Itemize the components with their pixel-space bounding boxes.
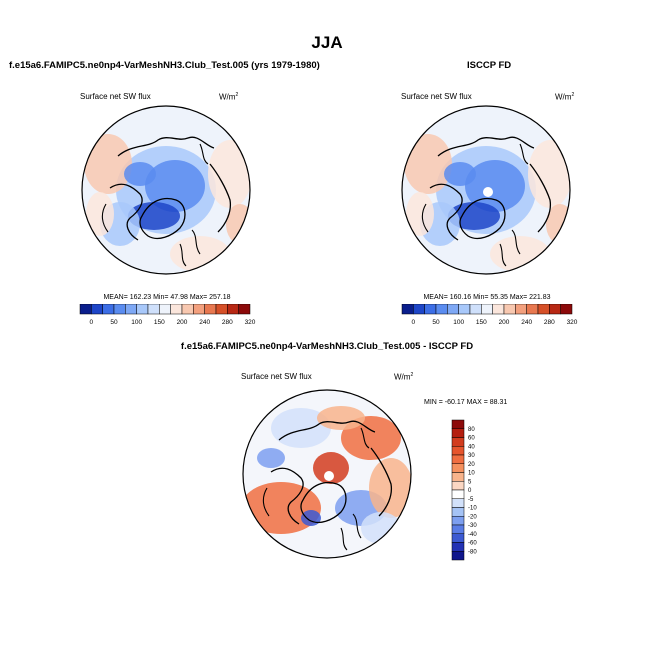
obs-colorbar-swatch [424,304,437,315]
diff-colorbar-swatch [451,498,465,508]
obs-colorbar-swatch [458,304,471,315]
diff-colorbar-swatch [451,463,465,473]
model-colorbar-swatch [102,304,115,315]
obs-colorbar-tick-label: 280 [544,319,555,326]
model-panel-title: f.e15a6.FAMIPC5.ne0np4-VarMeshNH3.Club_T… [9,60,320,71]
diff-colorbar-swatch [451,472,465,482]
diff-colorbar-swatch [451,489,465,499]
obs-stats: MEAN= 160.16 Min= 55.35 Max= 221.83 [423,294,551,301]
diff-colorbar-tick-label: 30 [468,453,475,459]
obs-colorbar-swatch [549,304,561,315]
obs-colorbar-tick-label: 200 [499,319,510,326]
obs-colorbar-tick-label: 150 [476,319,487,326]
diff-colorbar-tick-label: -20 [468,514,477,520]
obs-colorbar-tick-label: 100 [453,319,464,326]
diff-colorbar-tick-label: -5 [468,497,474,503]
diff-colorbar-tick-label: -10 [468,506,477,512]
diff-colorbar-swatch [451,481,465,491]
diff-colorbar-tick-label: -30 [468,523,477,529]
obs-colorbar-swatch [413,304,425,315]
model-colorbar-swatch [91,304,103,315]
obs-colorbar: 0 50 100 150 200 240 280 320 [401,304,578,326]
obs-colorbar-tick-label: 240 [521,319,532,326]
model-colorbar-swatch [125,304,137,315]
diff-colorbar-swatch [451,454,465,464]
model-colorbar-swatch [193,304,205,315]
diff-polar-map [242,389,412,559]
diff-colorbar-tick-label: 80 [468,427,475,433]
obs-colorbar-swatch [447,304,459,315]
model-colorbar-swatch [215,304,228,315]
model-colorbar-swatch [79,304,92,315]
model-colorbar-swatch [227,304,239,315]
diff-variable-label: Surface net SW flux [241,372,312,381]
model-units: W/m2 [219,92,239,102]
model-colorbar-swatch [204,304,217,315]
model-colorbar-swatch [147,304,160,315]
obs-colorbar-swatch [469,304,482,315]
diff-panel-title: f.e15a6.FAMIPC5.ne0np4-VarMeshNH3.Club_T… [180,341,474,352]
model-stats: MEAN= 162.23 Min= 47.98 Max= 257.18 [103,294,231,301]
diff-colorbar-tick-label: 0 [468,488,472,494]
model-colorbar-tick-label: 100 [131,319,142,326]
obs-colorbar-swatch [492,304,505,315]
diff-colorbar-swatch [451,516,465,526]
diff-colorbar-tick-label: -60 [468,541,477,547]
model-colorbar-tick-label: 280 [222,319,233,326]
obs-colorbar-tick-label: 320 [567,319,578,326]
model-colorbar-tick-label: 320 [245,319,256,326]
diff-colorbar-swatch [451,551,465,561]
diff-colorbar-tick-label: 20 [468,462,475,468]
diff-colorbar: 80 60 40 30 20 10 5 0 -5 -10 -20 -30 -40 -60 -80 [451,419,477,561]
model-colorbar-swatch [136,304,149,315]
diff-units: W/m2 [394,372,414,382]
model-colorbar-tick-label: 240 [199,319,210,326]
diff-colorbar-swatch [451,437,465,447]
diff-colorbar-swatch [451,533,465,543]
diff-colorbar-swatch [451,524,465,534]
model-polar-map [81,105,251,275]
diff-colorbar-swatch [451,419,465,429]
model-colorbar-tick-label: 200 [177,319,188,326]
obs-colorbar-swatch [503,304,516,315]
obs-colorbar-swatch [526,304,539,315]
model-colorbar-swatch [170,304,183,315]
obs-units: W/m2 [555,92,575,102]
diff-colorbar-tick-label: -40 [468,532,477,538]
obs-variable-label: Surface net SW flux [401,92,472,101]
obs-panel-title: ISCCP FD [467,60,512,71]
diff-stats: MIN = -60.17 MAX = 88.31 [424,399,508,406]
diff-colorbar-swatch [451,428,465,438]
model-colorbar: 0 50 100 150 200 240 280 320 [79,304,256,326]
obs-colorbar-swatch [481,304,493,315]
obs-colorbar-swatch [515,304,527,315]
diff-colorbar-tick-label: 60 [468,436,475,442]
diff-colorbar-swatch [451,542,465,552]
model-colorbar-tick-label: 150 [154,319,165,326]
model-colorbar-tick-label: 50 [110,319,118,326]
obs-colorbar-swatch [537,304,550,315]
diff-colorbar-tick-label: 5 [468,479,472,485]
model-colorbar-swatch [159,304,171,315]
diff-colorbar-swatch [451,507,465,517]
model-variable-label: Surface net SW flux [80,92,151,101]
obs-colorbar-swatch [560,304,573,315]
diff-colorbar-swatch [451,446,465,456]
obs-polar-map [401,105,571,275]
obs-colorbar-swatch [435,304,448,315]
model-colorbar-swatch [113,304,126,315]
model-colorbar-swatch [181,304,194,315]
obs-colorbar-tick-label: 50 [432,319,440,326]
obs-colorbar-swatch [401,304,414,315]
diff-colorbar-tick-label: 40 [468,444,475,450]
model-colorbar-swatch [238,304,251,315]
diff-colorbar-tick-label: 10 [468,471,475,477]
diff-colorbar-tick-label: -80 [468,549,477,555]
obs-colorbar-tick-label: 0 [412,319,416,326]
season-title: JJA [311,33,343,52]
model-colorbar-tick-label: 0 [90,319,94,326]
